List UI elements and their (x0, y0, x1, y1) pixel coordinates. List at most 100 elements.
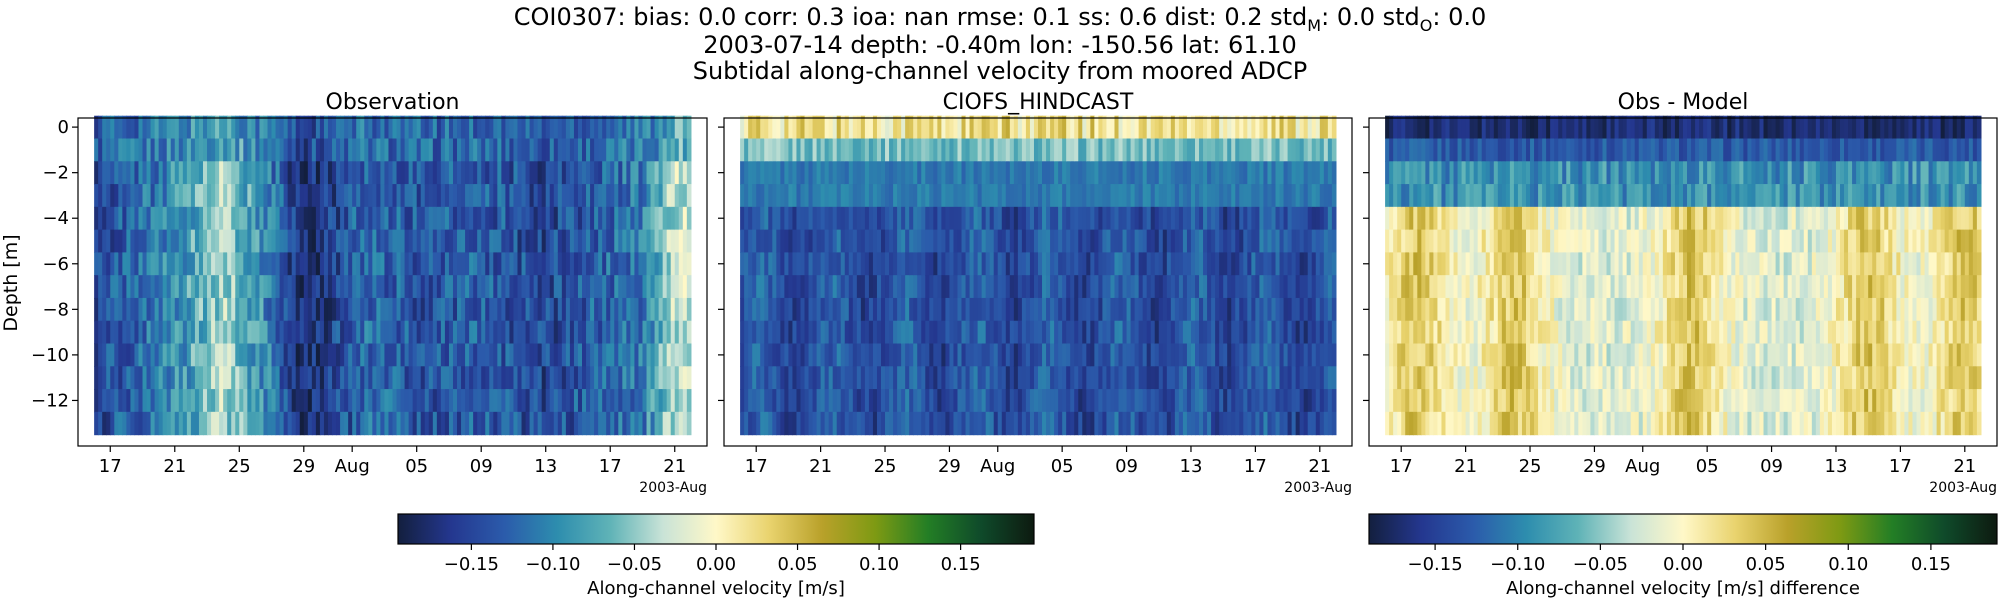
heatmap-cell (549, 275, 555, 299)
heatmap-cell (921, 320, 926, 345)
heatmap-cell (529, 115, 535, 140)
heatmap-cell (1182, 252, 1188, 276)
heatmap-cell (174, 411, 180, 436)
heatmap-cell (945, 411, 951, 436)
x-offset-label: 2003-Aug (1284, 480, 1352, 496)
heatmap-cell (638, 161, 644, 185)
heatmap-cell (586, 320, 591, 345)
heatmap-cell (1239, 229, 1244, 253)
heatmap-cell (1437, 161, 1443, 185)
variable-title: Subtidal along-channel velocity from moo… (693, 57, 1308, 85)
heatmap-cell (1033, 343, 1039, 367)
heatmap-cell (662, 366, 668, 390)
heatmap-cell (905, 252, 910, 276)
x-tick-label: 17 (99, 456, 122, 477)
heatmap-cell (670, 252, 676, 276)
heatmap-cell (840, 138, 846, 162)
heatmap-cell (150, 161, 156, 185)
heatmap-cell (1582, 343, 1587, 367)
heatmap-cell (291, 320, 297, 345)
heatmap-cell (1433, 184, 1439, 208)
heatmap-cell (1469, 206, 1475, 231)
heatmap-cell (1058, 366, 1063, 390)
heatmap-cell (545, 161, 551, 185)
heatmap-cell (1457, 115, 1463, 140)
heatmap-cell (384, 320, 390, 345)
heatmap-cell (94, 389, 99, 413)
heatmap-cell (756, 229, 761, 253)
heatmap-cell (243, 252, 248, 276)
heatmap-cell (1287, 411, 1293, 436)
heatmap-cell (114, 275, 119, 299)
heatmap-cell (1142, 411, 1148, 436)
heatmap-cell (291, 115, 297, 140)
heatmap-cell (792, 138, 798, 162)
heatmap-cell (319, 252, 325, 276)
heatmap-cell (565, 411, 571, 436)
heatmap-cell (1255, 389, 1261, 413)
heatmap-cell (913, 115, 918, 140)
heatmap-cell (840, 411, 846, 436)
heatmap-cell (98, 138, 103, 162)
heatmap-cell (780, 389, 785, 413)
heatmap-cell (114, 320, 119, 345)
heatmap-cell (1457, 206, 1463, 231)
heatmap-cell (457, 297, 462, 322)
heatmap-cell (993, 252, 999, 276)
heatmap-cell (654, 297, 660, 322)
heatmap-cell (1231, 275, 1236, 299)
heatmap-cell (1066, 411, 1071, 436)
heatmap-cell (1385, 229, 1390, 253)
x-tick-label: 17 (599, 456, 622, 477)
heatmap-cell (885, 206, 890, 231)
heatmap-cell (852, 138, 858, 162)
heatmap-cell (255, 161, 261, 185)
heatmap-cell (864, 411, 870, 436)
heatmap-cell (1038, 161, 1043, 185)
heatmap-cell (134, 411, 140, 436)
heatmap-cell (969, 138, 975, 162)
heatmap-cell (1385, 411, 1390, 436)
heatmap-cell (577, 411, 583, 436)
heatmap-cell (1066, 366, 1071, 390)
heatmap-cell (481, 184, 486, 208)
heatmap-cell (424, 161, 430, 185)
heatmap-cell (1574, 297, 1579, 322)
heatmap-cell (1138, 206, 1144, 231)
heatmap-cell (497, 115, 502, 140)
heatmap-cell (1207, 366, 1212, 390)
heatmap-cell (344, 275, 349, 299)
heatmap-cell (1323, 138, 1329, 162)
heatmap-cell (812, 297, 818, 322)
heatmap-cell (1062, 115, 1067, 140)
heatmap-cell (658, 366, 664, 390)
heatmap-cell (1505, 275, 1511, 299)
heatmap-cell (315, 366, 321, 390)
heatmap-cell (380, 138, 386, 162)
heatmap-cell (356, 184, 361, 208)
heatmap-cell (852, 297, 858, 322)
heatmap-cell (1574, 229, 1579, 253)
heatmap-cell (1546, 275, 1551, 299)
heatmap-cell (1590, 138, 1596, 162)
heatmap-cell (1493, 275, 1499, 299)
heatmap-cell (505, 366, 511, 390)
heatmap-cell (452, 366, 458, 390)
heatmap-cell (368, 275, 373, 299)
heatmap-cell (1542, 252, 1547, 276)
heatmap-cell (925, 229, 930, 253)
heatmap-cell (1166, 411, 1172, 436)
heatmap-cell (360, 343, 365, 367)
heatmap-cell (1271, 343, 1277, 367)
heatmap-cell (670, 366, 676, 390)
heatmap-cell (368, 252, 373, 276)
heatmap-cell (1074, 320, 1079, 345)
heatmap-cell (1469, 161, 1475, 185)
heatmap-cell (1235, 297, 1240, 322)
heatmap-cell (384, 161, 390, 185)
heatmap-cell (602, 229, 607, 253)
heatmap-cell (852, 343, 858, 367)
heatmap-cell (909, 411, 914, 436)
heatmap-cell (1433, 115, 1439, 140)
heatmap-cell (792, 229, 798, 253)
